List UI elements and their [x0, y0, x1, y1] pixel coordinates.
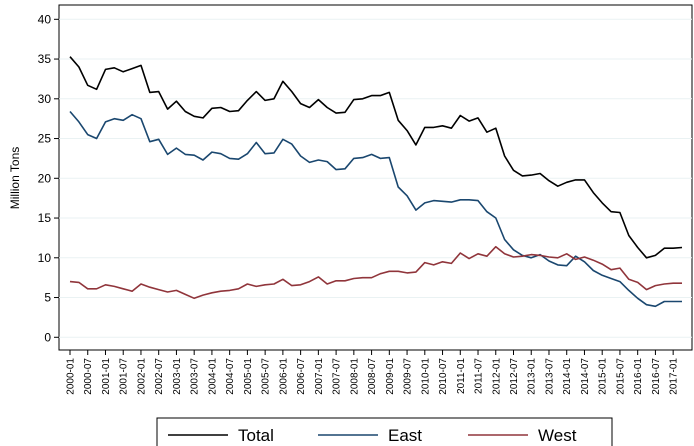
- plot-area: [58, 4, 693, 351]
- y-tick-label: 0: [44, 330, 51, 344]
- x-tick-label: 2016-07: [651, 358, 662, 395]
- x-tick-label: 2003-01: [172, 358, 183, 395]
- y-tick-label: 25: [38, 132, 52, 146]
- x-tick-label: 2007-01: [314, 358, 325, 395]
- x-tick-label: 2009-07: [403, 358, 414, 395]
- x-tick-label: 2014-01: [562, 358, 573, 395]
- x-tick-label: 2002-07: [154, 358, 165, 395]
- x-tick-label: 2004-01: [207, 358, 218, 395]
- y-tick-label: 15: [38, 211, 52, 225]
- x-tick-label: 2014-07: [580, 358, 591, 395]
- y-tick-label: 5: [44, 291, 51, 305]
- x-tick-label: 2010-01: [420, 358, 431, 395]
- y-tick-label: 35: [38, 52, 52, 66]
- x-tick-label: 2016-01: [633, 358, 644, 395]
- y-tick-label: 30: [38, 92, 52, 106]
- x-tick-label: 2010-07: [438, 358, 449, 395]
- x-tick-label: 2001-01: [101, 358, 112, 395]
- x-tick-label: 2011-01: [456, 358, 467, 394]
- y-tick-label: 10: [38, 251, 52, 265]
- x-tick-label: 2011-07: [474, 358, 485, 394]
- x-tick-label: 2003-07: [190, 358, 201, 395]
- x-tick-label: 2015-01: [598, 358, 609, 395]
- y-tick-label: 40: [38, 12, 52, 26]
- x-tick-label: 2012-01: [491, 358, 502, 395]
- y-axis-label: Million Tons: [8, 147, 22, 209]
- x-tick-label: 2001-07: [119, 358, 130, 395]
- x-tick-label: 2008-01: [349, 358, 360, 395]
- x-tick-label: 2005-01: [243, 358, 254, 395]
- x-tick-label: 2009-01: [385, 358, 396, 395]
- x-tick-label: 2015-07: [615, 358, 626, 395]
- legend-label: Total: [238, 426, 274, 445]
- series-line: [69, 56, 683, 259]
- legend-label: West: [538, 426, 577, 445]
- x-tick-label: 2000-01: [66, 358, 77, 395]
- x-tick-label: 2012-07: [509, 358, 520, 395]
- x-tick-label: 2006-07: [296, 358, 307, 395]
- x-tick-label: 2006-01: [278, 358, 289, 395]
- legend-label: East: [388, 426, 422, 445]
- x-tick-label: 2007-07: [332, 358, 343, 395]
- y-tick-label: 20: [38, 171, 52, 185]
- x-tick-label: 2000-07: [83, 358, 94, 395]
- series-line: [69, 245, 682, 300]
- x-tick-label: 2017-01: [669, 358, 680, 395]
- legend-box: [156, 417, 613, 446]
- x-tick-label: 2004-07: [225, 358, 236, 395]
- x-tick-label: 2005-07: [261, 358, 272, 395]
- x-tick-label: 2013-07: [544, 358, 555, 395]
- x-tick-label: 2013-01: [527, 358, 538, 395]
- x-tick-label: 2008-07: [367, 358, 378, 395]
- x-tick-label: 2002-01: [136, 358, 147, 395]
